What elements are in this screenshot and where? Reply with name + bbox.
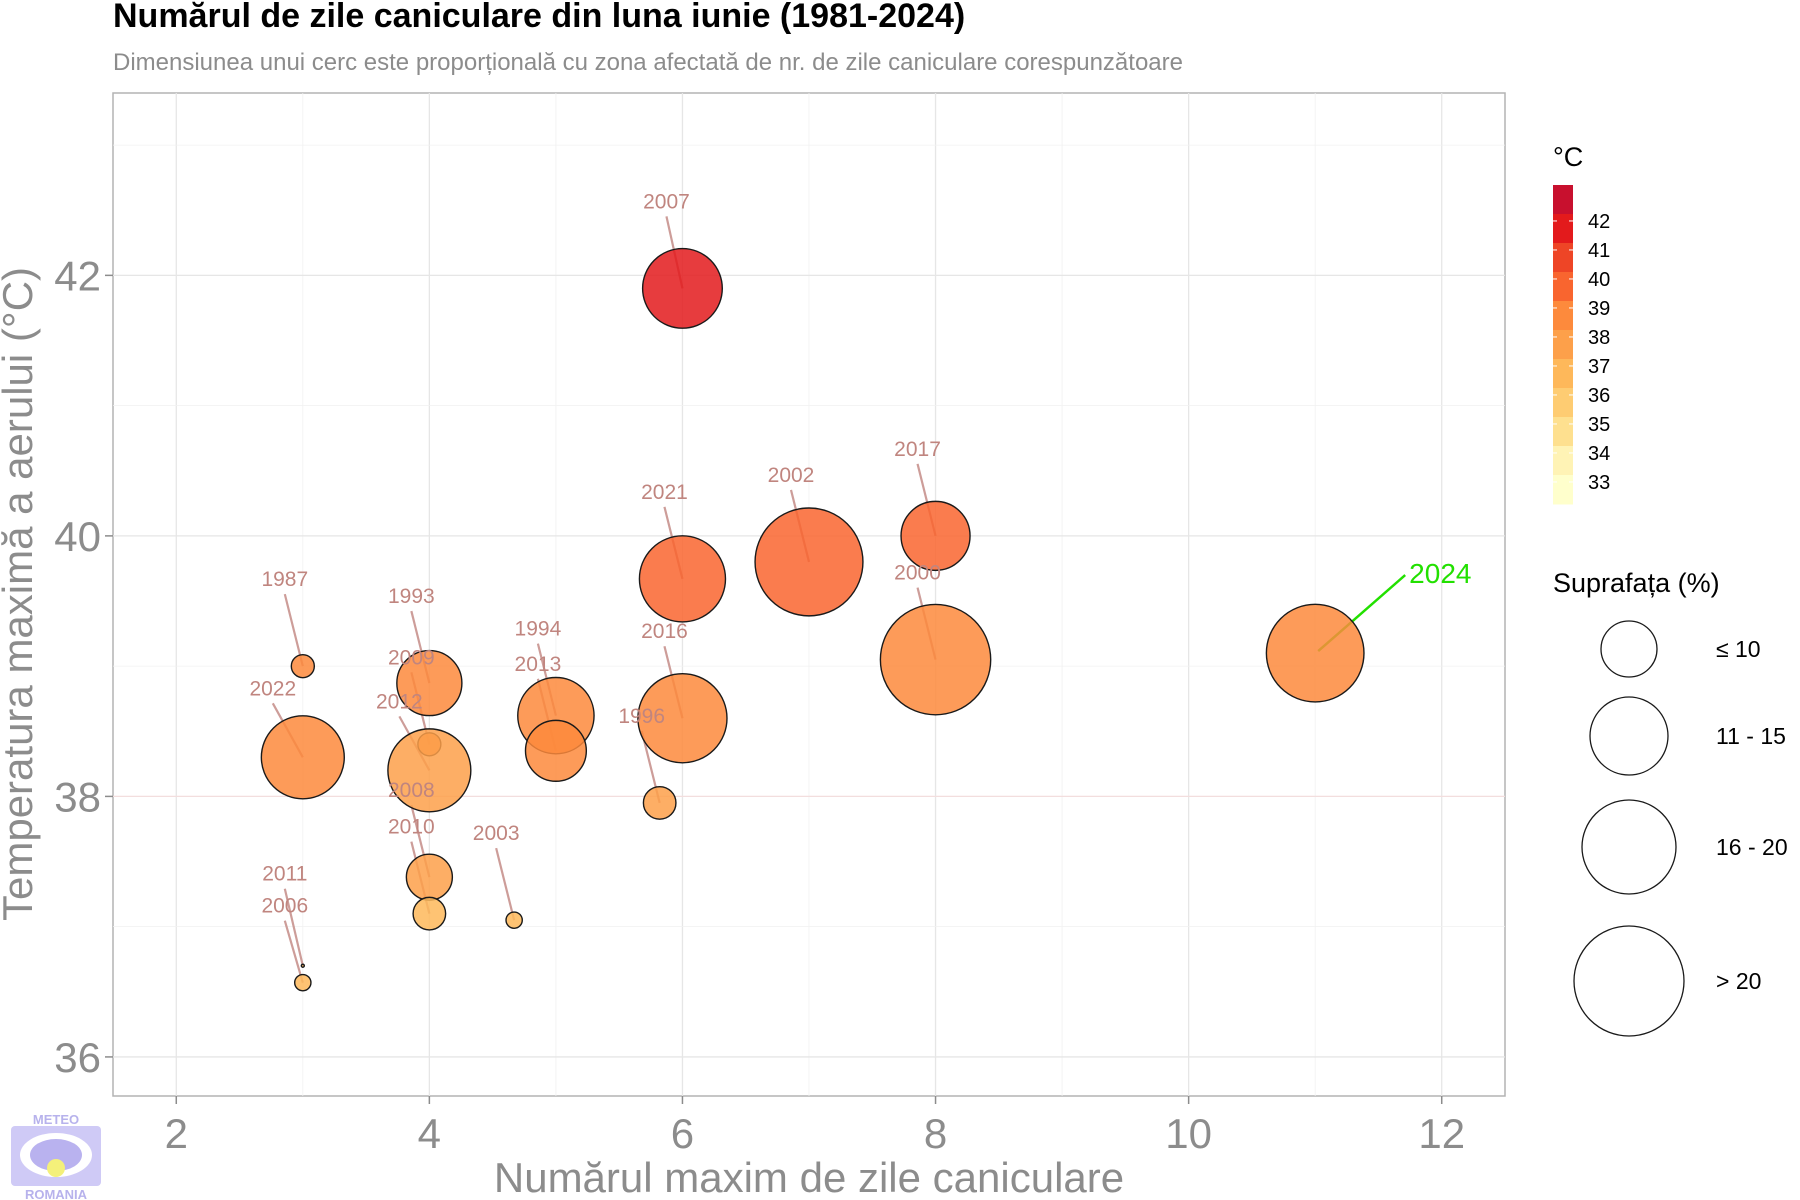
point-label-1994: 1994 [515,618,562,641]
color-legend-label: 40 [1588,269,1610,291]
point-label-2011: 2011 [262,863,307,886]
point-label-2017: 2017 [894,438,941,461]
point-label-2012: 2012 [376,690,423,713]
y-tick-label: 42 [54,252,101,299]
color-legend-label: 33 [1588,472,1610,494]
point-label-2003: 2003 [473,822,520,845]
bubble-2012 [387,728,472,813]
point-label-2009: 2009 [388,646,435,669]
color-legend-label: 38 [1588,327,1610,349]
size-legend: ≤ 10 11 - 15 16 - 20 > 20 [1573,620,1788,1037]
bubble-2002 [754,507,864,617]
color-legend-label: 39 [1588,298,1610,320]
bubble-2008 [405,853,454,901]
point-label-1993: 1993 [388,585,435,608]
point-label-2000: 2000 [894,562,941,585]
color-legend-band [1553,185,1573,215]
size-legend-label: 11 - 15 [1716,723,1786,749]
point-label-2007: 2007 [643,190,690,213]
color-legend-label: 37 [1588,356,1610,378]
color-legend-label: 42 [1588,211,1610,233]
bubble-2017 [900,500,971,572]
color-legend-label: 34 [1588,443,1610,465]
color-legend: 42 41 40 39 38 37 36 35 34 33 [1553,185,1610,505]
size-legend-label: 16 - 20 [1716,834,1788,860]
chart-title: Numărul de zile caniculare din luna iuni… [113,0,965,35]
color-legend-band [1553,330,1573,360]
data-points [260,247,1365,992]
color-legend-band [1553,214,1573,244]
logo-text-top: METEO [33,1112,79,1127]
size-legend-label: > 20 [1716,968,1761,994]
leader-line-1987 [283,593,304,667]
chart-subtitle: Dimensiunea unui cerc este proporțională… [113,49,1183,76]
size-legend-circle [1581,799,1677,895]
point-label-2022: 2022 [249,677,296,700]
x-tick-label: 8 [924,1110,947,1157]
bubble-1993 [396,649,463,717]
color-legend-band [1553,417,1573,447]
color-legend-label: 36 [1588,385,1610,407]
x-tick-label: 6 [671,1110,694,1157]
point-label-2021: 2021 [641,481,688,504]
size-legend-circle [1600,620,1658,678]
bubble-2006 [293,973,312,992]
meteo-romania-logo: METEO ROMANIA [11,1112,101,1200]
color-legend-band [1553,475,1573,505]
leader-line-2011 [283,888,304,966]
bubble-2003 [505,911,523,929]
leader-line-2003 [495,847,516,921]
logo-text-bottom: ROMANIA [25,1187,88,1200]
x-tick-label: 4 [418,1110,441,1157]
point-label-1987: 1987 [261,568,308,591]
color-legend-title: °C [1553,142,1583,172]
bubble-2011 [300,963,306,968]
grid-lines [113,93,1505,1096]
point-label-2008: 2008 [388,779,435,802]
size-legend-circle [1573,925,1685,1037]
bubble-2016 [637,673,728,764]
point-label-1996: 1996 [618,705,665,728]
point-label-2006: 2006 [261,895,308,918]
point-label-2010: 2010 [388,816,435,839]
x-tick-label: 2 [165,1110,188,1157]
bubble-2013 [524,719,588,782]
point-label-2013: 2013 [515,653,562,676]
y-tick-label: 36 [54,1034,101,1081]
bubble-2022 [260,715,345,800]
y-tick-label: 40 [54,513,101,560]
color-legend-label: 41 [1588,240,1610,262]
size-legend-label: ≤ 10 [1716,636,1761,662]
bubble-2010 [412,896,447,931]
y-axis-ticks: 36 38 40 42 [54,252,113,1081]
color-legend-band [1553,446,1573,476]
color-legend-band [1553,359,1573,389]
bubble-2007 [641,247,723,329]
point-label-2016: 2016 [641,620,688,643]
bubble-2021 [638,535,727,623]
bubble-1996 [642,785,677,820]
leader-line-2006 [283,920,304,983]
x-axis-ticks: 2 4 6 8 10 12 [165,1096,1465,1157]
color-legend-band [1553,243,1573,273]
bubble-2000 [879,603,992,716]
y-tick-label: 38 [54,773,101,820]
y-axis-title: Temperatura maximă a aerului (°C) [0,267,41,921]
size-legend-circle [1589,696,1669,776]
x-tick-label: 10 [1165,1110,1212,1157]
color-legend-label: 35 [1588,414,1610,436]
x-axis-title: Numărul maxim de zile caniculare [494,1154,1124,1200]
x-tick-label: 12 [1418,1110,1465,1157]
color-legend-band [1553,301,1573,331]
point-labels: 2007 2017 2002 2021 2000 2024 1987 1993 2009 2012… [249,190,1471,917]
point-label-2002: 2002 [768,464,815,487]
color-legend-band [1553,388,1573,418]
bubble-2024 [1265,603,1365,703]
bubble-1987 [290,653,316,679]
size-legend-title: Suprafața (%) [1553,568,1720,598]
color-legend-band [1553,272,1573,302]
point-label-2024: 2024 [1409,558,1471,589]
